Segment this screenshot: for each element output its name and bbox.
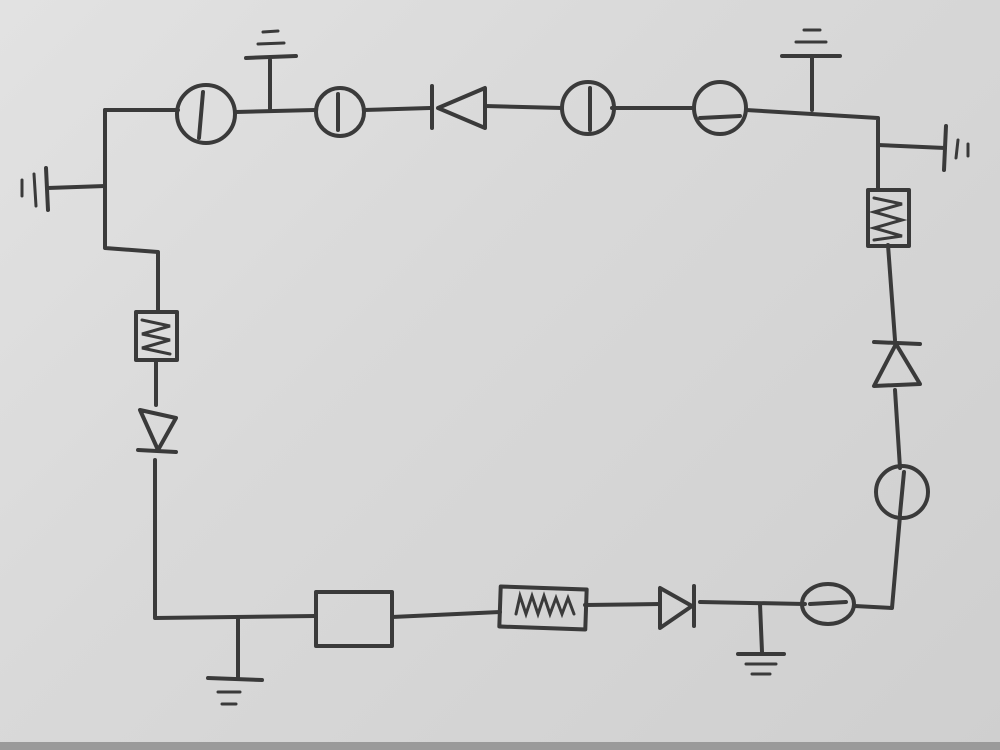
diode-top: [430, 84, 487, 130]
meter-top-1: [175, 83, 237, 145]
ground-left: [20, 166, 107, 212]
wire-right-seg-2: [893, 388, 902, 470]
wire-bottom-seg-1: [698, 600, 807, 606]
wire-top-seg-1: [234, 108, 317, 114]
diode-bottom: [658, 584, 696, 630]
ground-bottom-left: [206, 616, 264, 706]
box-component-bottom: [314, 590, 394, 648]
wire-bottom-seg-3: [390, 610, 502, 619]
meter-top-4: [692, 80, 748, 136]
resistor-bottom: [497, 584, 589, 632]
diode-right: [872, 340, 922, 388]
wire-top-seg-5: [744, 108, 880, 190]
resistor-left: [134, 310, 179, 362]
meter-top-3: [560, 80, 616, 136]
resistor-right: [866, 188, 911, 248]
wire-top-seg-3: [483, 104, 564, 110]
meter-bottom: [800, 582, 856, 626]
meter-top-2: [314, 86, 366, 138]
diode-left: [136, 408, 178, 454]
ground-top-1: [244, 29, 298, 112]
wire-right-seg-1: [886, 243, 897, 342]
ground-right: [876, 124, 970, 172]
table-edge: [0, 742, 1000, 750]
wire-bottom-seg-4: [153, 458, 317, 620]
ground-bottom-right: [736, 602, 786, 676]
meter-right: [874, 464, 930, 520]
wires: [103, 104, 902, 620]
wire-right-seg-3: [853, 514, 902, 610]
wire-top-seg-2: [362, 106, 432, 112]
ground-top-2: [780, 28, 842, 112]
wire-bottom-seg-2: [583, 602, 662, 607]
wire-left-vertical-upper: [103, 108, 160, 314]
